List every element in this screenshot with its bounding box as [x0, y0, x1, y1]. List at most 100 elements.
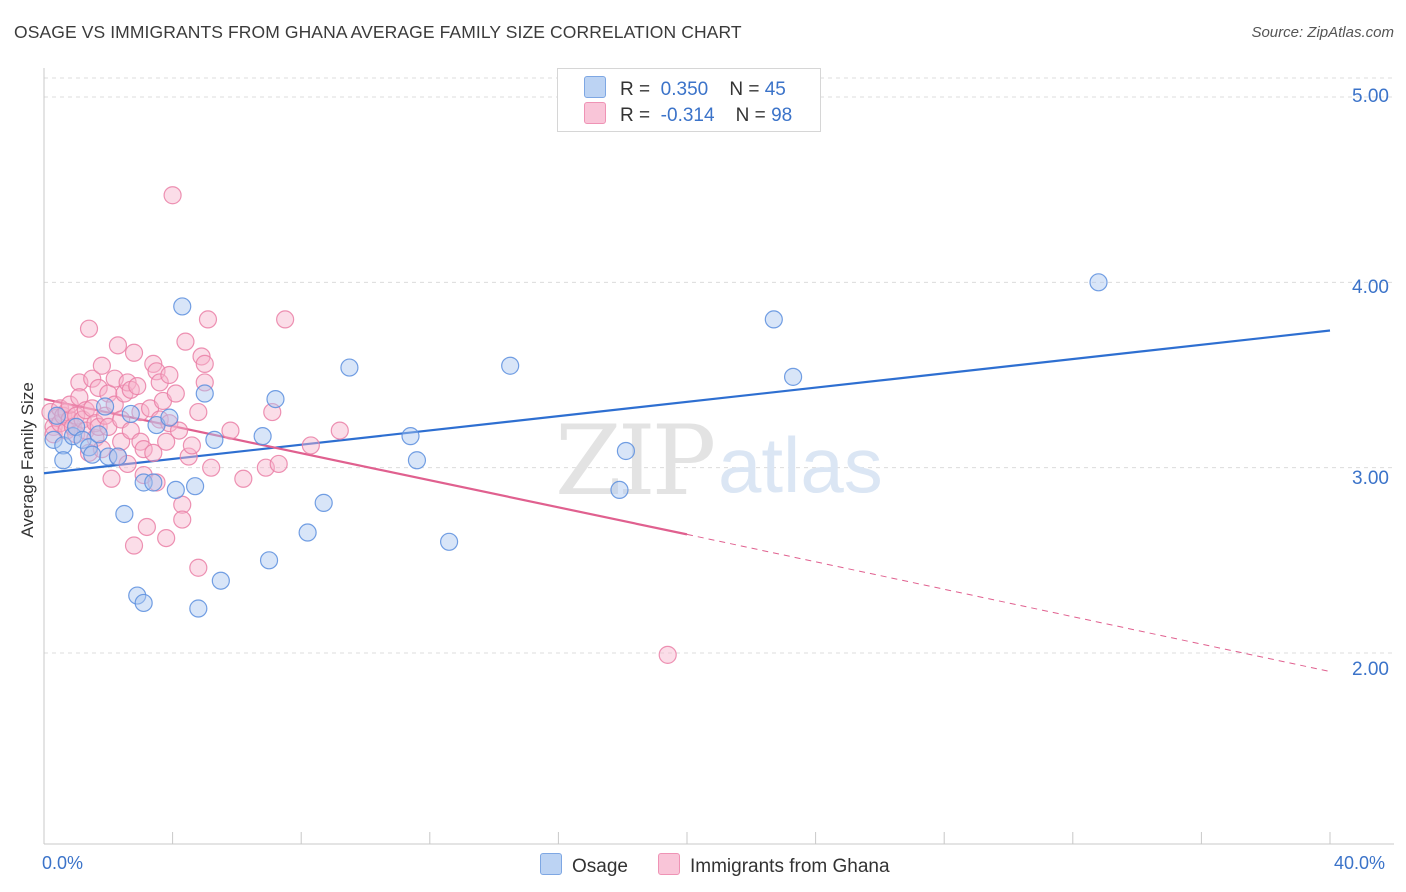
osage-swatch — [584, 76, 606, 98]
point-osage — [259, 551, 279, 570]
point-osage — [610, 480, 629, 500]
point-osage — [73, 430, 92, 449]
osage-swatch — [540, 853, 562, 875]
point-osage — [205, 430, 224, 449]
point-ghana — [157, 432, 176, 451]
point-osage — [54, 451, 73, 470]
point-ghana — [198, 310, 218, 329]
axes — [43, 68, 1394, 845]
point-osage — [160, 408, 179, 427]
point-osage — [47, 406, 66, 425]
bottom-legend-ghana: Immigrants from Ghana — [658, 853, 890, 878]
legend-r-value-osage: 0.350 — [660, 79, 709, 100]
point-osage — [108, 447, 128, 466]
trend-line-osage — [43, 329, 1331, 475]
y-tick-label-3: 3.00 — [1352, 468, 1389, 489]
point-ghana — [60, 395, 79, 414]
point-ghana — [128, 377, 147, 396]
bottom-legend-ghana-label: Immigrants from Ghana — [690, 856, 890, 877]
point-osage — [121, 404, 140, 424]
point-ghana — [269, 454, 288, 474]
point-ghana — [173, 510, 192, 529]
x-tick-label-max: 40.0% — [1334, 853, 1386, 873]
point-ghana — [102, 469, 121, 488]
point-ghana — [234, 469, 253, 488]
point-ghana — [134, 440, 153, 459]
point-osage — [407, 451, 427, 470]
point-ghana — [169, 421, 189, 440]
point-ghana — [137, 517, 156, 537]
legend-n-label: N = — [729, 79, 760, 100]
point-osage — [783, 367, 803, 386]
point-ghana — [89, 378, 108, 398]
point-ghana — [166, 384, 185, 403]
bottom-legend-osage: Osage — [540, 853, 628, 878]
legend-n-value-osage: 45 — [764, 79, 786, 100]
point-osage — [83, 445, 102, 464]
point-ghana — [76, 401, 95, 420]
point-osage — [401, 427, 420, 446]
point-osage — [134, 593, 153, 613]
y-tick-label-2: 2.00 — [1352, 659, 1389, 680]
legend-row-ghana: R = -0.314 N = 98 — [584, 102, 792, 126]
point-osage — [115, 504, 134, 524]
point-osage — [89, 425, 108, 444]
point-osage — [298, 523, 317, 542]
point-osage — [189, 599, 208, 618]
point-osage — [501, 356, 520, 375]
point-ghana — [144, 443, 163, 462]
point-ghana — [118, 454, 137, 474]
point-osage — [54, 436, 73, 455]
point-osage — [186, 477, 205, 496]
point-osage — [134, 473, 153, 492]
point-osage — [340, 358, 359, 377]
point-ghana — [160, 365, 179, 385]
point-osage — [173, 297, 192, 316]
trend-line-ghana-extrapolated — [686, 533, 1331, 673]
gridlines — [44, 77, 1394, 654]
point-osage — [195, 384, 214, 403]
point-osage — [1089, 273, 1108, 292]
x-tick-label-min: 0.0% — [42, 853, 84, 873]
point-ghana — [179, 447, 198, 466]
series-osage-points — [44, 273, 1108, 618]
point-ghana — [189, 402, 208, 422]
watermark: ZIP atlas — [555, 405, 883, 517]
point-ghana — [658, 645, 677, 664]
point-osage — [166, 480, 185, 500]
point-ghana — [92, 356, 111, 375]
point-osage — [253, 427, 272, 446]
chart-title: OSAGE VS IMMIGRANTS FROM GHANA AVERAGE F… — [14, 22, 742, 42]
point-ghana — [301, 436, 320, 455]
point-ghana — [202, 458, 221, 477]
point-ghana — [276, 310, 295, 329]
point-osage — [95, 397, 115, 416]
point-ghana — [124, 343, 144, 362]
point-ghana — [176, 332, 195, 351]
point-ghana — [163, 186, 182, 205]
y-tick-label-4: 4.00 — [1352, 277, 1389, 298]
point-ghana — [182, 436, 201, 455]
legend-n-label: N = — [735, 105, 766, 126]
legend-r-value-ghana: -0.314 — [660, 105, 715, 126]
source-label: Source: ZipAtlas.com — [1251, 24, 1394, 41]
legend-r-label: R = — [620, 79, 651, 100]
watermark-atlas: atlas — [718, 421, 883, 509]
watermark-zip: ZIP — [555, 405, 714, 517]
point-ghana — [108, 336, 128, 355]
point-osage — [616, 441, 636, 461]
point-ghana — [157, 528, 176, 548]
ghana-swatch — [584, 102, 606, 124]
y-axis-label: Average Family Size — [18, 382, 37, 538]
bottom-legend-osage-label: Osage — [572, 856, 628, 877]
point-osage — [144, 473, 163, 492]
legend-n-value-ghana: 98 — [771, 105, 793, 126]
point-ghana — [221, 421, 240, 440]
point-osage — [128, 586, 147, 605]
point-osage — [211, 571, 230, 590]
point-osage — [266, 389, 285, 409]
point-ghana — [83, 369, 102, 388]
point-osage — [99, 447, 118, 466]
point-osage — [764, 310, 783, 329]
